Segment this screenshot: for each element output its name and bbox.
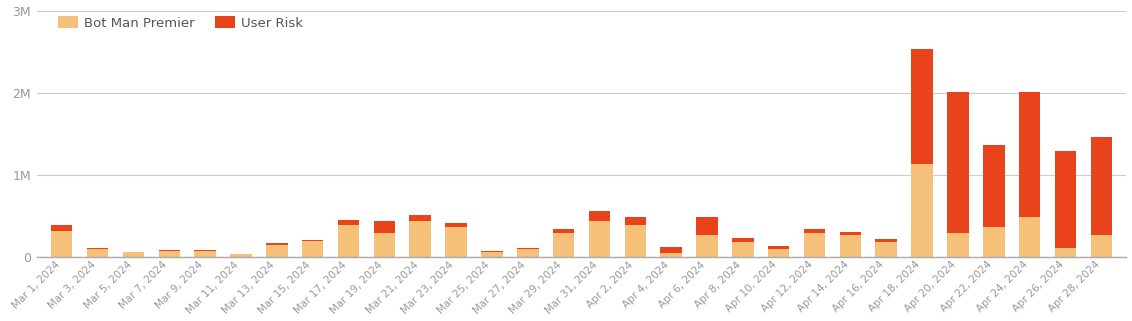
Bar [552, 229, 574, 233]
Bar [767, 247, 789, 249]
Bar [51, 231, 72, 257]
Bar [875, 242, 897, 257]
Bar [445, 227, 466, 257]
Bar [1019, 92, 1040, 216]
Bar [517, 248, 539, 249]
Bar [660, 253, 681, 257]
Bar [911, 49, 933, 164]
Bar [374, 233, 395, 257]
Bar [875, 239, 897, 242]
Bar [947, 92, 969, 233]
Bar [51, 225, 72, 231]
Bar [1019, 216, 1040, 257]
Bar [983, 227, 1004, 257]
Bar [158, 251, 180, 257]
Legend: Bot Man Premier, User Risk: Bot Man Premier, User Risk [54, 12, 307, 34]
Bar [374, 221, 395, 233]
Bar [840, 235, 861, 257]
Bar [983, 145, 1004, 227]
Bar [911, 164, 933, 257]
Bar [337, 225, 359, 257]
Bar [589, 211, 610, 221]
Bar [696, 216, 718, 235]
Bar [158, 250, 180, 251]
Bar [1090, 137, 1112, 235]
Bar [302, 241, 324, 257]
Bar [840, 232, 861, 235]
Bar [947, 233, 969, 257]
Bar [302, 240, 324, 241]
Bar [410, 221, 431, 257]
Bar [625, 216, 646, 225]
Bar [266, 243, 288, 245]
Bar [410, 215, 431, 221]
Bar [625, 225, 646, 257]
Bar [767, 249, 789, 257]
Bar [696, 235, 718, 257]
Bar [195, 250, 216, 251]
Bar [660, 247, 681, 253]
Bar [1055, 151, 1077, 248]
Bar [87, 248, 109, 257]
Bar [445, 223, 466, 227]
Bar [589, 221, 610, 257]
Bar [481, 251, 503, 252]
Bar [1055, 248, 1077, 257]
Bar [732, 238, 754, 242]
Bar [195, 251, 216, 257]
Bar [481, 252, 503, 257]
Bar [337, 220, 359, 225]
Bar [266, 245, 288, 257]
Bar [804, 233, 825, 257]
Bar [552, 233, 574, 257]
Bar [804, 229, 825, 233]
Bar [230, 254, 251, 257]
Bar [1090, 235, 1112, 257]
Bar [732, 242, 754, 257]
Bar [517, 249, 539, 257]
Bar [122, 252, 144, 257]
